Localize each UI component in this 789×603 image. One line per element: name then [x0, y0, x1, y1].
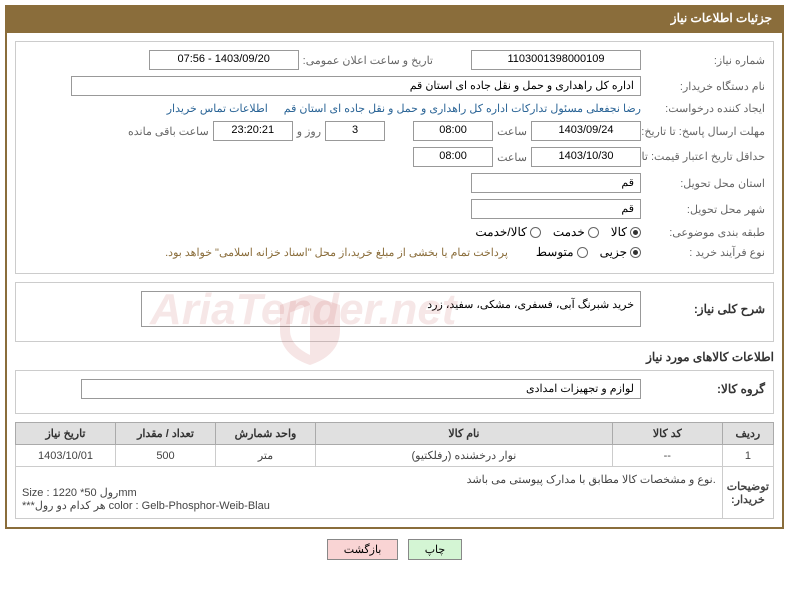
- desc-line-1: نوع و مشخصات کالا مطابق با مدارک پیوستی …: [22, 473, 716, 486]
- items-section-header: اطلاعات کالاهای مورد نیاز: [15, 350, 774, 364]
- row-province: استان محل تحویل: قم: [24, 173, 765, 193]
- process-label: نوع فرآیند خرید :: [645, 246, 765, 259]
- desc-line-3: ***هر کدام دو رول color : Gelb-Phosphor-…: [22, 499, 716, 512]
- announce-datetime-label: تاریخ و ساعت اعلان عمومی:: [303, 54, 433, 67]
- th-code: کد کالا: [612, 423, 722, 445]
- radio-mid[interactable]: متوسط: [536, 245, 588, 259]
- response-date: 1403/09/24: [531, 121, 641, 141]
- radio-goods[interactable]: کالا: [611, 225, 641, 239]
- radio-icon: [530, 227, 541, 238]
- th-row: ردیف: [722, 423, 773, 445]
- days-and-label: روز و: [297, 125, 321, 138]
- cell-unit: متر: [216, 445, 316, 467]
- contact-link[interactable]: اطلاعات تماس خریدار: [167, 102, 268, 115]
- row-category: طبقه بندی موضوعی: کالا خدمت کالا/خدمت: [24, 225, 765, 239]
- remain-days: 3: [325, 121, 385, 141]
- radio-icon: [630, 247, 641, 258]
- row-group: گروه کالا: لوازم و تجهیزات امدادی: [24, 379, 765, 399]
- requester-value: رضا نجفعلی مسئول تدارکات اداره کل راهدار…: [284, 102, 641, 115]
- buyer-org-value: اداره کل راهداری و حمل و نقل جاده ای است…: [71, 76, 641, 96]
- remain-label: ساعت باقی مانده: [128, 125, 209, 138]
- validity-label: حداقل تاریخ اعتبار قیمت: تا تاریخ:: [645, 150, 765, 164]
- cell-code: --: [612, 445, 722, 467]
- radio-icon: [630, 227, 641, 238]
- radio-partial[interactable]: جزیی: [600, 245, 641, 259]
- cell-date: 1403/10/01: [16, 445, 116, 467]
- th-date: تاریخ نیاز: [16, 423, 116, 445]
- row-city: شهر محل تحویل: قم: [24, 199, 765, 219]
- desc-line-2: Size : رول 50* 1220mm: [22, 486, 716, 499]
- deadline-label: مهلت ارسال پاسخ: تا تاریخ:: [645, 125, 765, 138]
- table-desc-row: توضیحات خریدار: نوع و مشخصات کالا مطابق …: [16, 467, 774, 519]
- buyer-org-label: نام دستگاه خریدار:: [645, 80, 765, 93]
- row-general-desc: شرح کلی نیاز: خرید شبرنگ آبی، فسفری، مشک…: [24, 291, 765, 327]
- need-number-label: شماره نیاز:: [645, 54, 765, 67]
- requester-label: ایجاد کننده درخواست:: [645, 102, 765, 115]
- group-label: گروه کالا:: [645, 382, 765, 396]
- radio-service[interactable]: خدمت: [553, 225, 599, 239]
- remain-clock: 23:20:21: [213, 121, 293, 141]
- city-value: قم: [471, 199, 641, 219]
- group-value: لوازم و تجهیزات امدادی: [81, 379, 641, 399]
- main-frame: شماره نیاز: 1103001398000109 تاریخ و ساع…: [5, 31, 784, 529]
- items-table-container: ردیف کد کالا نام کالا واحد شمارش تعداد /…: [15, 422, 774, 519]
- category-label: طبقه بندی موضوعی:: [645, 226, 765, 239]
- radio-icon: [577, 247, 588, 258]
- time-label-2: ساعت: [497, 151, 527, 164]
- cell-name: نوار درخشنده (رفلکتیو): [316, 445, 613, 467]
- validity-time: 08:00: [413, 147, 493, 167]
- info-panel: شماره نیاز: 1103001398000109 تاریخ و ساع…: [15, 41, 774, 274]
- th-qty: تعداد / مقدار: [116, 423, 216, 445]
- cell-desc-label: توضیحات خریدار:: [722, 467, 773, 519]
- row-deadline: مهلت ارسال پاسخ: تا تاریخ: 1403/09/24 سا…: [24, 121, 765, 141]
- category-radio-group: کالا خدمت کالا/خدمت: [475, 225, 641, 239]
- th-unit: واحد شمارش: [216, 423, 316, 445]
- row-requester: ایجاد کننده درخواست: رضا نجفعلی مسئول تد…: [24, 102, 765, 115]
- time-label-1: ساعت: [497, 125, 527, 138]
- validity-date: 1403/10/30: [531, 147, 641, 167]
- radio-both[interactable]: کالا/خدمت: [475, 225, 540, 239]
- table-header-row: ردیف کد کالا نام کالا واحد شمارش تعداد /…: [16, 423, 774, 445]
- row-need-number: شماره نیاز: 1103001398000109 تاریخ و ساع…: [24, 50, 765, 70]
- page-title: جزئیات اطلاعات نیاز: [671, 11, 772, 25]
- cell-row: 1: [722, 445, 773, 467]
- general-desc-label: شرح کلی نیاز:: [645, 302, 765, 316]
- items-table: ردیف کد کالا نام کالا واحد شمارش تعداد /…: [15, 422, 774, 519]
- row-process: نوع فرآیند خرید : جزیی متوسط پرداخت تمام…: [24, 245, 765, 259]
- cell-desc-content: نوع و مشخصات کالا مطابق با مدارک پیوستی …: [16, 467, 723, 519]
- general-desc-value: خرید شبرنگ آبی، فسفری، مشکی، سفید، زرد: [141, 291, 641, 327]
- province-value: قم: [471, 173, 641, 193]
- city-label: شهر محل تحویل:: [645, 203, 765, 216]
- group-panel: گروه کالا: لوازم و تجهیزات امدادی: [15, 370, 774, 414]
- radio-icon: [588, 227, 599, 238]
- page-title-bar: جزئیات اطلاعات نیاز: [5, 5, 784, 31]
- province-label: استان محل تحویل:: [645, 177, 765, 190]
- back-button[interactable]: بازگشت: [327, 539, 399, 560]
- th-name: نام کالا: [316, 423, 613, 445]
- row-validity: حداقل تاریخ اعتبار قیمت: تا تاریخ: 1403/…: [24, 147, 765, 167]
- table-row: 1 -- نوار درخشنده (رفلکتیو) متر 500 1403…: [16, 445, 774, 467]
- button-row: چاپ بازگشت: [0, 539, 789, 560]
- cell-qty: 500: [116, 445, 216, 467]
- desc-panel: شرح کلی نیاز: خرید شبرنگ آبی، فسفری، مشک…: [15, 282, 774, 342]
- treasury-note: پرداخت تمام یا بخشی از مبلغ خرید،از محل …: [165, 246, 508, 259]
- items-section-label: اطلاعات کالاهای مورد نیاز: [646, 350, 774, 364]
- print-button[interactable]: چاپ: [408, 539, 463, 560]
- need-number-value: 1103001398000109: [471, 50, 641, 70]
- announce-datetime-value: 1403/09/20 - 07:56: [149, 50, 299, 70]
- response-time: 08:00: [413, 121, 493, 141]
- row-buyer-org: نام دستگاه خریدار: اداره کل راهداری و حم…: [24, 76, 765, 96]
- process-radio-group: جزیی متوسط: [536, 245, 641, 259]
